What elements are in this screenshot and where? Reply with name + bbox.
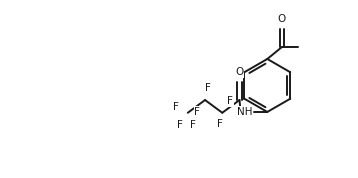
Text: F: F bbox=[227, 96, 233, 106]
Text: F: F bbox=[205, 83, 211, 93]
Text: NH: NH bbox=[237, 107, 252, 117]
Text: F: F bbox=[173, 103, 178, 112]
Text: O: O bbox=[235, 67, 243, 77]
Text: F: F bbox=[217, 119, 222, 129]
Text: O: O bbox=[278, 14, 286, 24]
Text: F: F bbox=[177, 120, 183, 130]
Text: F: F bbox=[194, 107, 200, 117]
Text: F: F bbox=[190, 120, 196, 130]
